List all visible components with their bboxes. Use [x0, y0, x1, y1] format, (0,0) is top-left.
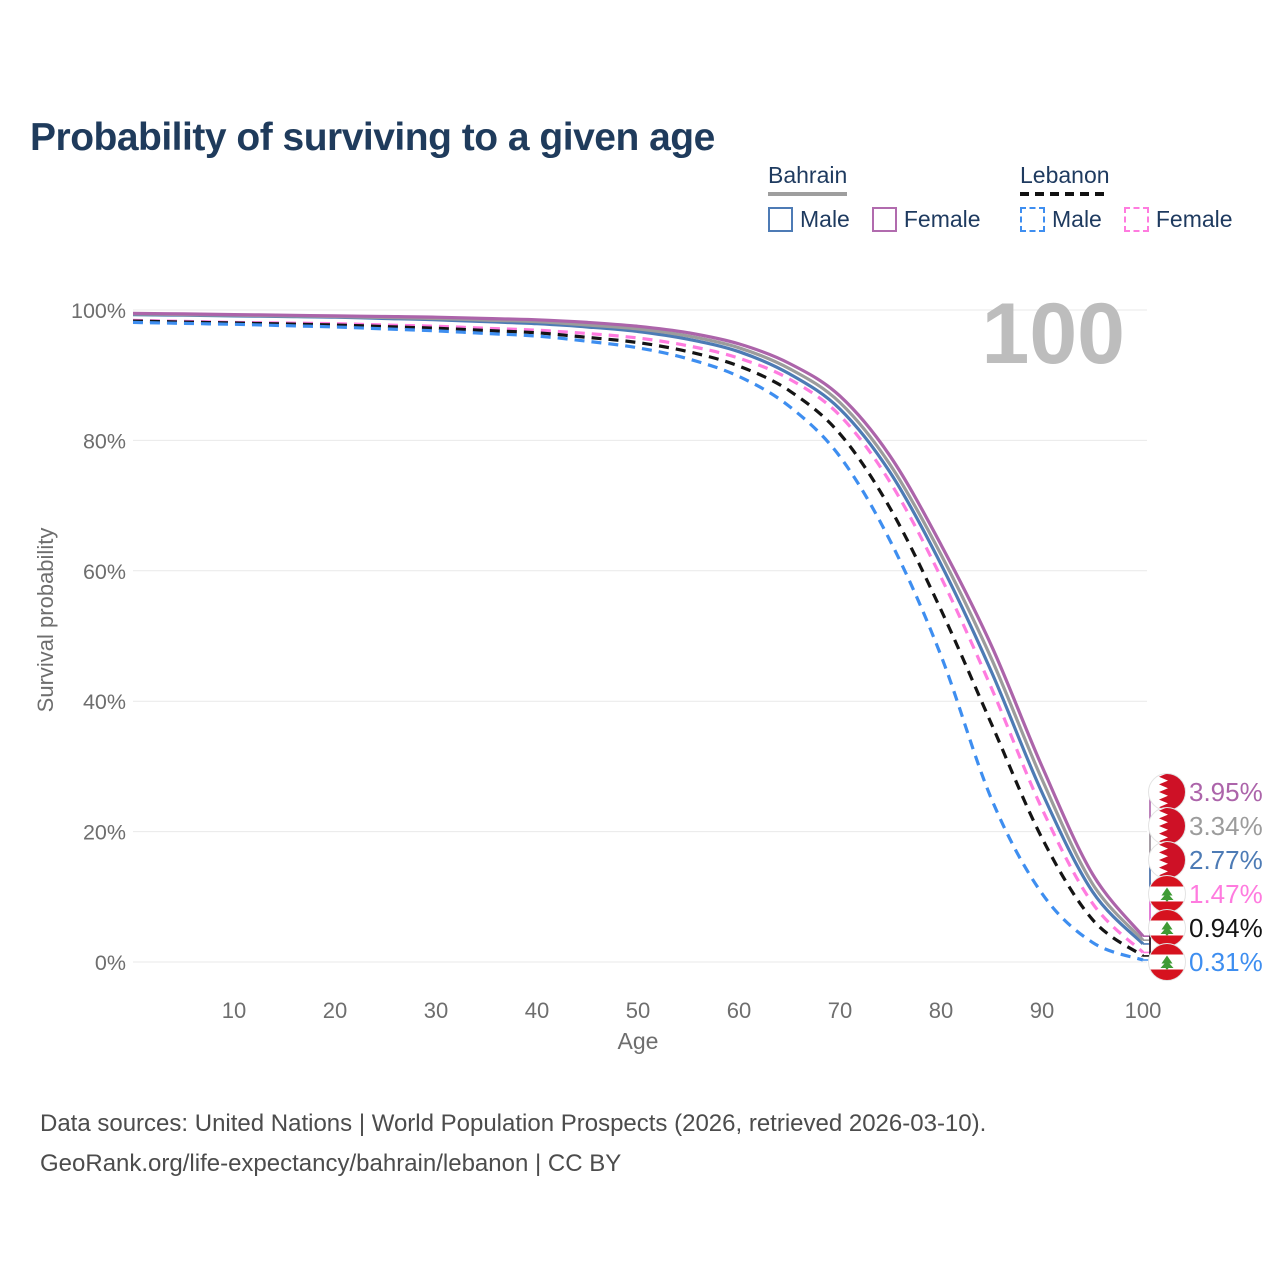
- legend-country-lebanon: Lebanon: [1020, 162, 1110, 196]
- legend-row-lebanon: Male Female: [1020, 206, 1255, 233]
- series-line-bahrain-total[interactable]: [132, 312, 1145, 942]
- lebanon-male-swatch-icon: [1020, 207, 1045, 232]
- bahrain-female-swatch-icon: [871, 207, 897, 232]
- x-tick-label: 20: [323, 998, 347, 1023]
- x-tick-label: 70: [828, 998, 852, 1023]
- bahrain-solid-line-swatch: [768, 192, 848, 196]
- x-tick-label: 40: [525, 998, 549, 1023]
- attribution-line: GeoRank.org/life-expectancy/bahrain/leba…: [40, 1150, 622, 1177]
- legend-group-lebanon: Lebanon Male Female: [1020, 162, 1255, 233]
- legend-item-bahrain-female[interactable]: Female: [871, 206, 981, 233]
- x-axis-title: Age: [617, 1028, 659, 1054]
- end-label-lebanon-male: 0.31%: [1189, 947, 1263, 977]
- x-tick-label: 50: [626, 998, 650, 1023]
- data-sources-line: Data sources: United Nations | World Pop…: [40, 1110, 987, 1137]
- x-tick-label: 90: [1030, 998, 1054, 1023]
- x-tick-label: 80: [929, 998, 953, 1023]
- footer: Data sources: United Nations | World Pop…: [40, 1104, 986, 1184]
- y-tick-label: 20%: [83, 821, 126, 845]
- legend-country-bahrain: Bahrain: [768, 162, 848, 196]
- x-tick-label: 10: [222, 998, 246, 1023]
- legend-item-lebanon-female[interactable]: Female: [1123, 206, 1233, 233]
- legend-country-label: Bahrain: [768, 162, 848, 188]
- x-tick-label: 100: [1125, 998, 1162, 1023]
- bahrain-male-swatch-icon: [768, 207, 793, 232]
- end-label-bahrain-total: 3.34%: [1189, 811, 1263, 841]
- bahrain-flag-icon: [1148, 841, 1186, 879]
- y-tick-label: 100%: [71, 299, 126, 323]
- x-tick-label: 60: [727, 998, 751, 1023]
- bahrain-flag-icon: [1148, 807, 1186, 845]
- axis-ticks: 0% 20% 40% 60% 80% 100% 10 20 30 40 50 60 70 80 90 100: [71, 299, 1161, 1023]
- series-line-lebanon-female[interactable]: [132, 318, 1145, 954]
- legend-item-bahrain-male[interactable]: Male: [768, 206, 850, 233]
- end-label-lebanon-female: 1.47%: [1189, 879, 1263, 909]
- gridlines: [133, 309, 1147, 963]
- x-tick-label: 30: [424, 998, 448, 1023]
- series-line-bahrain-male[interactable]: [132, 313, 1145, 946]
- flag-icons: [1148, 773, 1186, 981]
- y-tick-label: 0%: [95, 951, 126, 975]
- y-tick-label: 60%: [83, 560, 126, 584]
- legend-group-bahrain: Bahrain Male Female: [768, 162, 1003, 233]
- page-title: Probability of surviving to a given age: [30, 116, 715, 160]
- survival-curves: [132, 311, 1145, 962]
- end-label-lebanon-total: 0.94%: [1189, 913, 1263, 943]
- y-tick-label: 40%: [83, 690, 126, 714]
- y-tick-label: 80%: [83, 429, 126, 453]
- legend-item-label: Male: [800, 206, 850, 232]
- end-value-labels: 3.95% 3.34% 2.77% 1.47% 0.94% 0.31%: [1189, 777, 1263, 977]
- legend-country-label: Lebanon: [1020, 162, 1110, 188]
- lebanon-flag-icon: [1148, 909, 1186, 947]
- legend-item-lebanon-male[interactable]: Male: [1020, 206, 1102, 233]
- end-label-bahrain-male: 2.77%: [1189, 845, 1263, 875]
- series-line-lebanon-male[interactable]: [132, 320, 1144, 962]
- series-line-bahrain-female[interactable]: [132, 311, 1145, 938]
- legend-item-label: Female: [903, 206, 981, 232]
- series-line-lebanon-total[interactable]: [132, 319, 1144, 958]
- lebanon-flag-icon: [1148, 875, 1186, 913]
- legend-item-label: Female: [1155, 206, 1233, 232]
- bahrain-flag-icon: [1148, 773, 1186, 811]
- end-label-bahrain-female: 3.95%: [1189, 777, 1263, 807]
- lebanon-flag-icon: [1148, 943, 1186, 981]
- legend-row-bahrain: Male Female: [768, 206, 1003, 233]
- lebanon-female-swatch-icon: [1123, 207, 1149, 232]
- age-indicator-watermark: 100: [982, 286, 1126, 382]
- lebanon-dashed-line-swatch: [1020, 192, 1110, 196]
- legend-item-label: Male: [1052, 206, 1102, 232]
